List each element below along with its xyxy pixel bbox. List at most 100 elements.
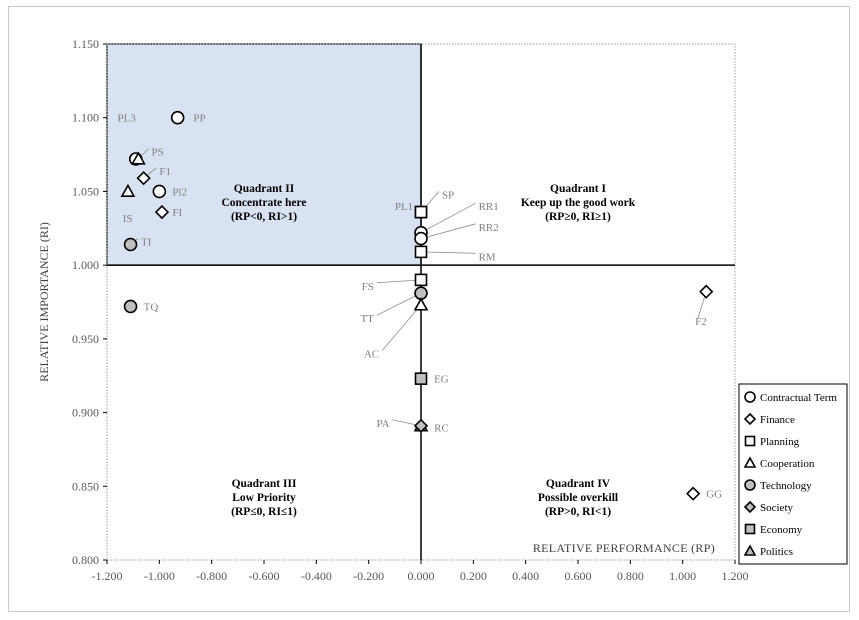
- quadrant-name: Quadrant III: [232, 478, 297, 490]
- data-point: [414, 273, 428, 287]
- data-point: [414, 245, 428, 259]
- y-axis-ticks: 0.800 0.850 0.900 0.950 1.000 1.050 1.100 1.150: [72, 37, 107, 567]
- legend-marker: [744, 435, 756, 447]
- quadrant-action: Concentrate here: [221, 197, 306, 209]
- chart-frame: [8, 6, 850, 612]
- x-tick-label: -0.400: [301, 569, 332, 583]
- legend-label: Technology: [760, 480, 812, 492]
- data-point: [699, 284, 714, 299]
- x-tick-label: 0.600: [565, 569, 592, 583]
- data-label: TI: [141, 237, 152, 249]
- data-label: F1: [159, 166, 171, 178]
- x-tick-label: 0.000: [408, 569, 435, 583]
- y-axis-title: RELATIVE IMPORTANCE (RI): [37, 222, 51, 382]
- x-tick-label: 1.200: [722, 569, 749, 583]
- x-tick-label: -1.200: [92, 569, 123, 583]
- y-tick-label: 1.100: [72, 111, 99, 125]
- data-label: AC: [364, 349, 379, 361]
- leader-line: [381, 304, 422, 351]
- legend-label: Politics: [760, 546, 793, 558]
- leader-line: [420, 202, 476, 234]
- leader-line: [376, 292, 422, 316]
- x-tick-label: -1.000: [144, 569, 175, 583]
- quadrant-label-1: Quadrant I Keep up the good work (RP≥0, RI…: [521, 183, 636, 223]
- leader-line: [420, 251, 476, 254]
- data-label: RR1: [479, 201, 499, 213]
- legend-marker: [744, 479, 756, 491]
- legend-marker: [744, 523, 756, 535]
- data-point: [131, 151, 146, 165]
- x-tick-label: 1.000: [669, 569, 696, 583]
- legend-marker: [743, 544, 757, 556]
- legend-label: Economy: [760, 524, 803, 536]
- leader-line: [376, 279, 422, 284]
- x-tick-label: -0.200: [353, 569, 384, 583]
- x-tick-label: -0.800: [196, 569, 227, 583]
- data-point: [136, 171, 151, 186]
- data-point: [414, 372, 428, 385]
- data-label: PL3: [117, 113, 136, 125]
- y-tick-label: 0.900: [72, 406, 99, 420]
- x-axis-ticks: -1.200 -1.000 -0.800 -0.600 -0.400 -0.200 0.00…: [92, 560, 749, 583]
- data-point: [686, 486, 701, 501]
- legend-label: Cooperation: [760, 458, 815, 470]
- data-label: FI: [172, 207, 182, 219]
- data-label: EG: [434, 374, 449, 386]
- quadrant-name: Quadrant II: [234, 183, 295, 195]
- data-label: PL1: [395, 201, 413, 213]
- data-label: PS: [151, 147, 163, 159]
- data-label: RC: [434, 422, 449, 434]
- data-point: [120, 183, 136, 198]
- y-tick-label: 1.050: [72, 184, 99, 198]
- data-label: FS: [362, 281, 374, 293]
- legend-marker: [743, 412, 757, 426]
- y-tick-label: 0.950: [72, 332, 99, 346]
- x-tick-label: 0.800: [617, 569, 644, 583]
- data-point: [152, 184, 167, 199]
- x-tick-label: -0.600: [249, 569, 280, 583]
- legend-label: Planning: [760, 436, 800, 448]
- legend-label: Finance: [760, 414, 795, 426]
- data-label: Pl2: [172, 186, 187, 198]
- legend: Contractual Term Finance Planning Cooperati…: [738, 383, 848, 565]
- quadrant-condition: (RP>0, RI<1): [545, 506, 611, 518]
- quadrant-action: Keep up the good work: [521, 197, 636, 209]
- quadrant-condition: (RP<0, RI>1): [231, 211, 297, 223]
- legend-box: [738, 383, 848, 565]
- data-point: [414, 205, 428, 219]
- quadrant-label-2: Quadrant II Concentrate here (RP<0, RI>1): [221, 183, 306, 223]
- legend-marker: [743, 500, 757, 514]
- data-point: [154, 204, 170, 220]
- data-point: [413, 297, 429, 311]
- leader-line: [420, 223, 476, 239]
- legend-marker: [744, 391, 756, 403]
- data-point: [123, 237, 138, 252]
- y-tick-label: 0.850: [72, 479, 99, 493]
- data-label: GG: [706, 489, 722, 501]
- data-label: TQ: [144, 301, 159, 313]
- data-label: RR2: [479, 222, 499, 234]
- quadrant-action: Possible overkill: [538, 492, 618, 504]
- data-point: [414, 231, 428, 246]
- legend-label: Society: [760, 502, 793, 514]
- data-label: F2: [695, 316, 707, 328]
- data-point: [413, 418, 429, 433]
- quadrant-action: Low Priority: [232, 492, 296, 504]
- y-tick-label: 1.000: [72, 258, 99, 272]
- y-tick-label: 0.800: [72, 553, 99, 567]
- data-label: SP: [442, 189, 454, 201]
- x-tick-label: 0.400: [512, 569, 539, 583]
- legend-label: Contractual Term: [760, 392, 837, 404]
- quadrant-condition: (RP≤0, RI≤1): [231, 506, 297, 518]
- x-axis-title: RELATIVE PERFORMANCE (RP): [533, 541, 715, 555]
- data-label: IS: [123, 213, 133, 225]
- quadrant-name: Quadrant IV: [546, 478, 611, 490]
- quadrant-label-3: Quadrant III Low Priority (RP≤0, RI≤1): [231, 478, 297, 518]
- data-point: [123, 299, 138, 314]
- x-tick-label: 0.200: [460, 569, 487, 583]
- legend-marker: [743, 456, 757, 468]
- quadrant-label-4: Quadrant IV Possible overkill (RP>0, RI<1): [538, 478, 618, 518]
- quadrant-name: Quadrant I: [550, 183, 606, 195]
